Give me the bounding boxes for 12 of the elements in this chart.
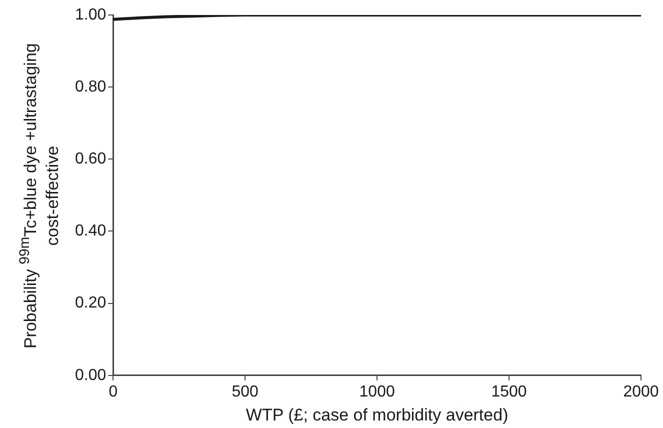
y-tick-label: 0.80 (75, 78, 106, 96)
y-tick-label: 0.00 (75, 366, 106, 384)
x-tick-label: 0 (108, 383, 118, 400)
x-axis-title: WTP (£; case of morbidity averted) (246, 405, 508, 424)
y-tick-label: 0.40 (75, 222, 106, 240)
y-tick-label: 1.00 (75, 6, 106, 24)
x-tick-label: 2000 (623, 383, 659, 400)
x-tick-label: 500 (232, 383, 259, 400)
x-tick-label: 1500 (491, 383, 527, 400)
y-tick-label: 0.20 (75, 294, 106, 312)
x-tick-label: 1000 (359, 383, 395, 400)
y-tick-label: 0.60 (75, 150, 106, 168)
